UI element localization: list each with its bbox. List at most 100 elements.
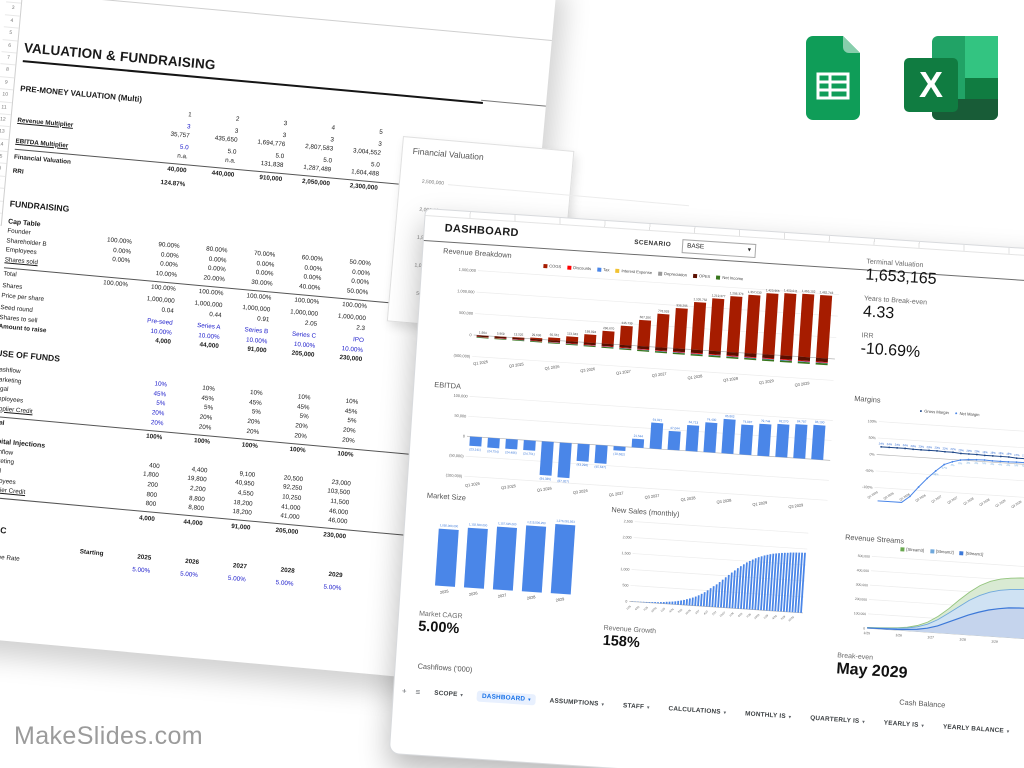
market-size-chart: 1,050,000,000 2025 1,102,500,000 2026 1,157,… (435, 519, 576, 603)
legend-item: Tax (597, 266, 610, 273)
svg-text:1/25: 1/25 (625, 604, 632, 611)
svg-text:21,544: 21,544 (634, 434, 644, 439)
tab-monthly-is[interactable]: MONTHLY IS ▾ (740, 708, 797, 723)
svg-text:19%: 19% (982, 450, 988, 454)
svg-text:Q3 2025: Q3 2025 (883, 491, 895, 501)
tab-staff[interactable]: STAFF ▾ (618, 700, 655, 713)
cell: 910,000 (237, 172, 286, 185)
cell: 8,800 (187, 504, 205, 513)
market-size-panel: Market Size 1,050,000,000 2025 1,102,500,0… (418, 491, 597, 646)
tab-yearly-is[interactable]: YEARLY IS ▾ (878, 717, 929, 731)
svg-text:300,000: 300,000 (856, 583, 869, 588)
cell: 100% (289, 445, 306, 455)
svg-text:2026: 2026 (468, 590, 477, 596)
round-header: 3 (283, 119, 288, 127)
svg-text:Q1 2029: Q1 2029 (759, 378, 774, 385)
svg-text:13,525: 13,525 (514, 332, 524, 337)
chevron-down-icon: ▾ (921, 722, 925, 728)
tab-assumptions[interactable]: ASSUMPTIONS ▾ (544, 695, 609, 710)
svg-text:1/28: 1/28 (728, 611, 735, 618)
svg-text:-50%: -50% (865, 469, 874, 474)
tab-dashboard[interactable]: DASHBOARD ▾ (476, 690, 537, 706)
svg-text:1,984: 1,984 (479, 330, 487, 335)
chevron-down-icon: ▾ (788, 713, 792, 719)
cell (331, 202, 379, 208)
cell: 100.00% (294, 297, 320, 307)
row-label[interactable]: Revenue Multiplier (17, 116, 74, 129)
svg-text:20%: 20% (966, 449, 972, 453)
cell: 100.00% (106, 236, 133, 246)
cell: 50.00% (346, 287, 369, 297)
cell: 5.00% (227, 574, 247, 583)
svg-text:Q3 2028: Q3 2028 (716, 497, 731, 504)
svg-text:1/29: 1/29 (763, 613, 770, 620)
svg-text:Q1 2028: Q1 2028 (680, 495, 695, 502)
svg-text:Q1 2029: Q1 2029 (752, 500, 767, 507)
app-icons: X (790, 34, 1004, 122)
chevron-down-icon: ▾ (646, 704, 650, 710)
tab-yearly-balance[interactable]: YEARLY BALANCE ▾ (938, 721, 1015, 737)
gridline (447, 184, 690, 207)
revenue-breakdown-panel: Revenue Breakdown COGS Discounts Tax Intere… (435, 246, 844, 397)
cell: 0.91 (256, 315, 270, 324)
svg-text:2025: 2025 (440, 588, 449, 594)
cell: 4,000 (154, 337, 172, 346)
row-number: 15 (0, 150, 8, 165)
cell: 20% (246, 427, 260, 436)
svg-text:3%: 3% (966, 461, 971, 465)
legend-marker (597, 267, 602, 272)
svg-text:1,219,377: 1,219,377 (712, 293, 726, 298)
dashboard-sheet: DASHBOARD SCENARIO BASE ▾ Revenue Breakd… (388, 208, 1024, 768)
ebitda-panel: EBITDA 100,000 50,000 0 (50,000) (100,000) (2… (427, 380, 840, 522)
tab-label: DASHBOARD (481, 692, 526, 703)
cell: 44,000 (199, 341, 220, 351)
cell-bottom-value (331, 203, 376, 207)
sheet-menu-icon[interactable]: ≡ (415, 687, 421, 697)
tab-calculations[interactable]: CALCULATIONS ▾ (663, 703, 731, 718)
svg-text:Q3 2029: Q3 2029 (794, 380, 809, 387)
scenario-dropdown[interactable]: BASE ▾ (681, 239, 757, 259)
cell-top-value: 2,300,000 (349, 182, 379, 192)
cell: 2,300,000 (332, 181, 381, 194)
tick-label: 2,500,000 (421, 178, 445, 187)
cell: 3 35,757 (145, 120, 194, 140)
legend-label: Tax (602, 266, 610, 273)
row-label: Total (0, 418, 5, 428)
tab-scope[interactable]: SCOPE ▾ (429, 687, 468, 701)
svg-text:607,356: 607,356 (640, 315, 652, 320)
cell: 2.3 (355, 324, 366, 333)
legend-marker (543, 263, 548, 268)
svg-text:1,000,000: 1,000,000 (457, 288, 475, 294)
legend-marker (567, 265, 572, 270)
svg-text:1,500: 1,500 (621, 551, 630, 556)
svg-text:Q1 2025: Q1 2025 (473, 359, 488, 366)
legend-marker (657, 271, 663, 276)
spacer (0, 546, 66, 554)
svg-text:7/26: 7/26 (677, 607, 684, 614)
add-sheet-button[interactable]: + (401, 686, 407, 696)
svg-text:4/29: 4/29 (771, 614, 778, 621)
svg-text:(84,335): (84,335) (539, 476, 551, 481)
svg-text:4%: 4% (998, 462, 1003, 466)
cell: 46,000 (327, 516, 348, 526)
cell: 5.00% (275, 578, 294, 588)
legend-marker (959, 550, 964, 555)
svg-text:1,462,743: 1,462,743 (819, 290, 833, 295)
svg-text:4/26: 4/26 (668, 607, 675, 614)
dashboard-title: DASHBOARD (444, 222, 520, 240)
cell: 2,050,000 (285, 176, 334, 189)
svg-text:296,670: 296,670 (603, 326, 615, 331)
row-label: RRI (12, 167, 24, 176)
round-header: 2 (235, 115, 240, 123)
svg-text:29,636: 29,636 (532, 333, 542, 338)
cell: 18,200 (232, 508, 253, 517)
svg-text:Q3 2026: Q3 2026 (580, 366, 595, 373)
row-number: 16 (0, 163, 7, 177)
svg-text:Q1 2027: Q1 2027 (616, 369, 631, 376)
cell: 3 1,694,776 (240, 128, 289, 148)
svg-text:(24,751): (24,751) (523, 451, 535, 456)
tab-quarterly-is[interactable]: QUARTERLY IS ▾ (805, 712, 870, 727)
revenue-breakdown-chart: 1,500,000 1,000,000 500,000 0 (500,000) 1,984… (453, 267, 840, 387)
